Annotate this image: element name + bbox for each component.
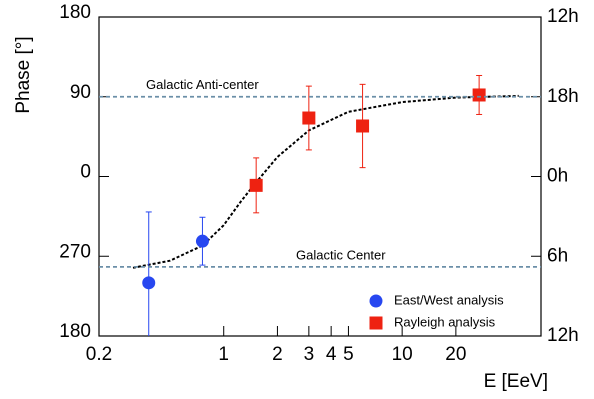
reference-label: Galactic Center	[296, 247, 386, 262]
y2-tick-label: 0h	[547, 166, 568, 187]
legend-label: East/West analysis	[394, 292, 504, 307]
point	[249, 178, 263, 192]
plot-frame	[98, 16, 542, 337]
plot-area	[132, 74, 519, 336]
y2-tick-label: 12h	[547, 6, 579, 27]
x-tick-label: 0.2	[86, 344, 112, 365]
x-tick-label: 3	[304, 344, 315, 365]
x-tick-label: 10	[392, 344, 413, 365]
point	[356, 119, 370, 133]
x-tick-label: 1	[218, 344, 229, 365]
point	[195, 234, 209, 248]
point	[472, 88, 486, 102]
x-tick-label: 4	[326, 344, 337, 365]
legend-label: Rayleigh analysis	[394, 314, 496, 329]
legend-marker	[369, 294, 383, 308]
y-axis-label: Phase [°]	[13, 36, 34, 113]
y2-tick-label: 12h	[547, 325, 579, 346]
y-tick-label: 90	[70, 82, 91, 103]
y-tick-label: 270	[59, 241, 91, 262]
x-tick-label: 20	[445, 344, 466, 365]
legend-marker	[369, 316, 383, 330]
fit-curve	[132, 94, 519, 269]
y2-tick-label: 6h	[547, 245, 568, 266]
x-tick-label: 2	[272, 344, 283, 365]
y2-tick-label: 18h	[547, 86, 579, 107]
y-tick-label: 180	[59, 321, 91, 342]
y-tick-label: 0	[80, 162, 91, 183]
point	[142, 276, 156, 290]
y-tick-label: 180	[59, 2, 91, 23]
x-tick-label: 5	[343, 344, 354, 365]
point	[302, 111, 316, 125]
reference-label: Galactic Anti-center	[146, 77, 259, 92]
x-axis-label: E [EeV]	[484, 371, 548, 392]
